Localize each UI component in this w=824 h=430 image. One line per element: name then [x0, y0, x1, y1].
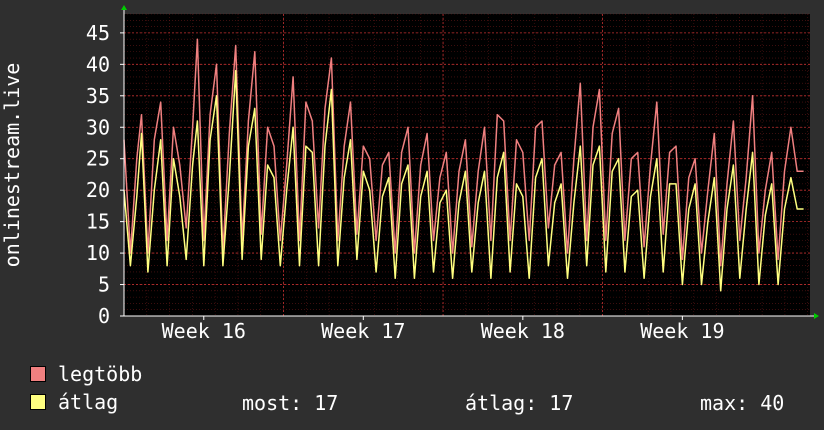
y-tick-label: 10: [86, 241, 110, 265]
y-tick-label: 45: [86, 21, 110, 45]
stat-atlag: átlag: 17: [465, 391, 574, 415]
y-tick-label: 35: [86, 84, 110, 108]
y-axis-label: onlinestream.live: [0, 63, 24, 268]
series-line-atlag: [123, 69, 804, 292]
axes: 0 5 10 15 20 25 30 35 40 45 Week 16 Week 17 Week 18 W…: [86, 5, 819, 343]
series-layer: [123, 38, 804, 292]
stat-max: max: 40: [700, 391, 785, 415]
x-tick-label: Week 17: [321, 319, 405, 343]
legend-item-legtobb: legtöbb: [30, 362, 143, 386]
y-tick-label: 25: [86, 147, 110, 171]
legend-label-legtobb: legtöbb: [58, 362, 143, 386]
stat-most: most: 17: [242, 391, 339, 415]
x-tick-label: Week 18: [481, 319, 565, 343]
y-tick-label: 40: [86, 52, 110, 76]
y-tick-label: 30: [86, 115, 110, 139]
x-axis-arrow: [814, 313, 819, 319]
y-axis-arrow: [121, 5, 127, 10]
legend-item-atlag: átlag: [30, 390, 119, 414]
legend-swatch-atlag: [30, 394, 46, 410]
x-tick-label: Week 19: [640, 319, 724, 343]
y-tick-label: 20: [86, 178, 110, 202]
x-tick-label: Week 16: [162, 319, 246, 343]
legend-label-atlag: átlag: [58, 390, 119, 414]
legend-swatch-legtobb: [30, 366, 46, 382]
series-line-legtobb: [123, 38, 804, 267]
y-tick-label: 5: [98, 273, 110, 297]
y-tick-label: 0: [98, 304, 110, 328]
y-tick-label: 15: [86, 210, 110, 234]
